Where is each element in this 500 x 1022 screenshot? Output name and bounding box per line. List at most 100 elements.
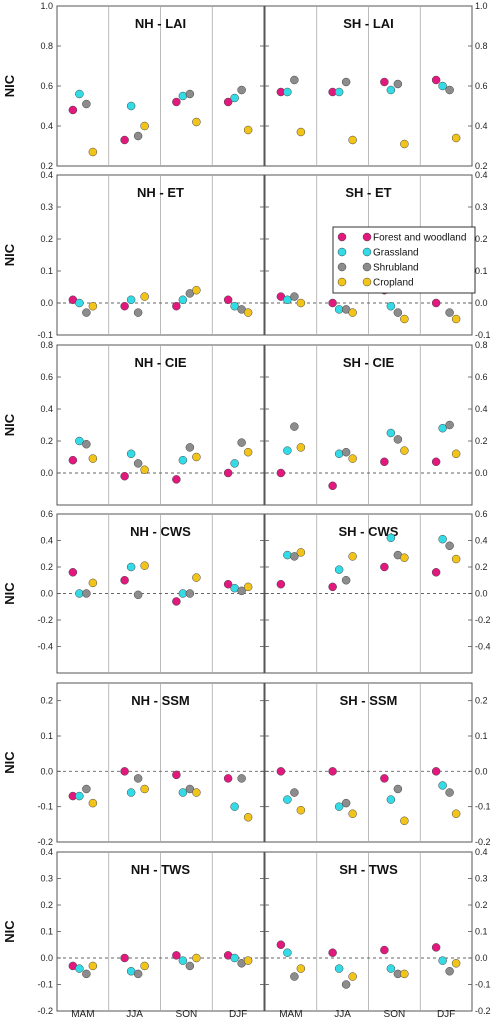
y-axis-label: NIC xyxy=(2,74,17,97)
data-point-son xyxy=(400,139,409,149)
data-point-son xyxy=(172,597,181,606)
legend-marker xyxy=(362,247,372,257)
panel-3: -0.1 0.0 0.1 0.2 0.3 0.4 NH - ET NIC xyxy=(2,170,265,340)
data-point-son xyxy=(192,788,201,797)
y-tick-label: 0.0 xyxy=(475,589,488,599)
y-tick-label: -0.2 xyxy=(475,1006,491,1016)
panel-title: SH - CWS xyxy=(339,524,399,539)
y-tick-label: 0.2 xyxy=(40,436,53,446)
data-point-mam xyxy=(68,105,78,115)
data-point-mam xyxy=(290,292,299,301)
y-tick-label: 0.4 xyxy=(40,121,53,131)
data-point-son xyxy=(380,457,389,467)
data-point-mam xyxy=(88,798,98,808)
data-point-son xyxy=(393,784,403,794)
data-point-djf xyxy=(243,447,253,457)
y-tick-label: 1.0 xyxy=(40,1,53,11)
data-point-son xyxy=(192,117,201,127)
data-point-son xyxy=(386,301,396,311)
data-point-djf xyxy=(431,298,441,308)
data-point-jja xyxy=(328,767,337,776)
y-tick-label: -0.2 xyxy=(475,837,491,847)
y-tick-label: 0.8 xyxy=(475,340,488,350)
y-tick-label: 0.1 xyxy=(475,927,488,937)
data-point-djf xyxy=(451,133,461,143)
data-point-djf xyxy=(451,449,461,459)
legend-label: Shrubland xyxy=(373,263,419,274)
data-point-jja xyxy=(133,459,143,468)
data-point-mam xyxy=(296,127,306,137)
data-point-son xyxy=(380,562,389,572)
data-point-mam xyxy=(82,784,91,794)
data-point-djf xyxy=(237,586,246,596)
data-point-son xyxy=(386,85,396,95)
data-point-son xyxy=(393,435,403,444)
panel-4: -0.1 0.0 0.1 0.2 0.3 0.4 SH - ET Forest and woo… xyxy=(264,170,491,340)
data-point-son xyxy=(192,953,201,963)
data-point-son xyxy=(400,553,409,562)
legend-marker xyxy=(362,277,372,287)
y-tick-label: 0.1 xyxy=(40,731,53,741)
data-point-djf xyxy=(230,802,239,811)
data-point-djf xyxy=(243,125,253,135)
panel-title: SH - CIE xyxy=(343,355,395,370)
x-tick-label-djf: DJF xyxy=(229,1009,247,1020)
panel-title: SH - ET xyxy=(345,185,391,200)
data-point-jja xyxy=(126,295,136,305)
data-point-son xyxy=(172,97,181,107)
panel-2: 0.2 0.4 0.6 0.8 1.0 SH - LAI xyxy=(264,1,488,171)
legend-marker xyxy=(337,262,347,272)
y-tick-label: 0.0 xyxy=(40,766,53,776)
data-point-djf xyxy=(223,295,233,305)
y-tick-label: 0.6 xyxy=(40,81,53,91)
data-point-mam xyxy=(276,767,286,776)
data-point-jja xyxy=(126,449,136,459)
panel-11: -0.2 -0.1 0.0 0.1 0.2 0.3 0.4 NH - TWS NIC xyxy=(2,847,265,1016)
data-point-jja xyxy=(341,576,351,585)
y-tick-label: 0.6 xyxy=(40,372,53,382)
data-point-jja xyxy=(334,565,344,574)
data-point-djf xyxy=(223,97,233,107)
data-point-son xyxy=(185,89,195,99)
y-tick-label: 0.4 xyxy=(40,847,53,857)
data-point-djf xyxy=(230,459,239,468)
data-point-mam xyxy=(276,940,286,949)
data-point-mam xyxy=(276,468,286,478)
data-point-mam xyxy=(88,578,98,588)
data-point-mam xyxy=(88,454,98,463)
y-tick-label: 0.2 xyxy=(475,436,488,446)
data-point-son xyxy=(380,774,389,783)
data-point-son xyxy=(178,788,188,797)
data-point-son xyxy=(393,79,403,89)
y-tick-label: 0.2 xyxy=(475,696,488,706)
data-point-djf xyxy=(431,568,441,577)
data-point-jja xyxy=(140,961,149,971)
y-tick-label: 0.2 xyxy=(475,234,488,244)
y-tick-label: 0.3 xyxy=(475,874,488,884)
data-point-son xyxy=(192,285,201,295)
data-point-son xyxy=(185,961,195,971)
data-point-mam xyxy=(283,87,292,97)
data-point-mam xyxy=(68,455,78,465)
data-point-djf xyxy=(237,85,246,95)
y-tick-label: 0.8 xyxy=(40,340,53,350)
panel-10: -0.2 -0.1 0.0 0.1 0.2 SH - SSM xyxy=(264,682,491,847)
y-tick-label: 0.3 xyxy=(40,874,53,884)
data-point-jja xyxy=(341,798,351,808)
panel-title: NH - SSM xyxy=(131,693,190,708)
panel-12: -0.2 -0.1 0.0 0.1 0.2 0.3 0.4 SH - TWS xyxy=(264,847,491,1016)
data-point-djf xyxy=(243,813,253,822)
data-point-djf xyxy=(451,554,461,564)
data-point-son xyxy=(192,452,201,462)
data-point-jja xyxy=(334,87,344,97)
data-point-jja xyxy=(348,308,357,317)
data-point-son xyxy=(386,428,396,438)
data-point-mam xyxy=(283,795,292,804)
y-tick-label: 0.4 xyxy=(40,536,53,546)
panel-title: NH - ET xyxy=(137,185,184,200)
data-point-jja xyxy=(328,298,337,308)
data-point-djf xyxy=(438,81,447,91)
data-point-jja xyxy=(120,471,129,481)
legend-marker xyxy=(362,262,372,272)
data-point-djf xyxy=(243,956,253,965)
